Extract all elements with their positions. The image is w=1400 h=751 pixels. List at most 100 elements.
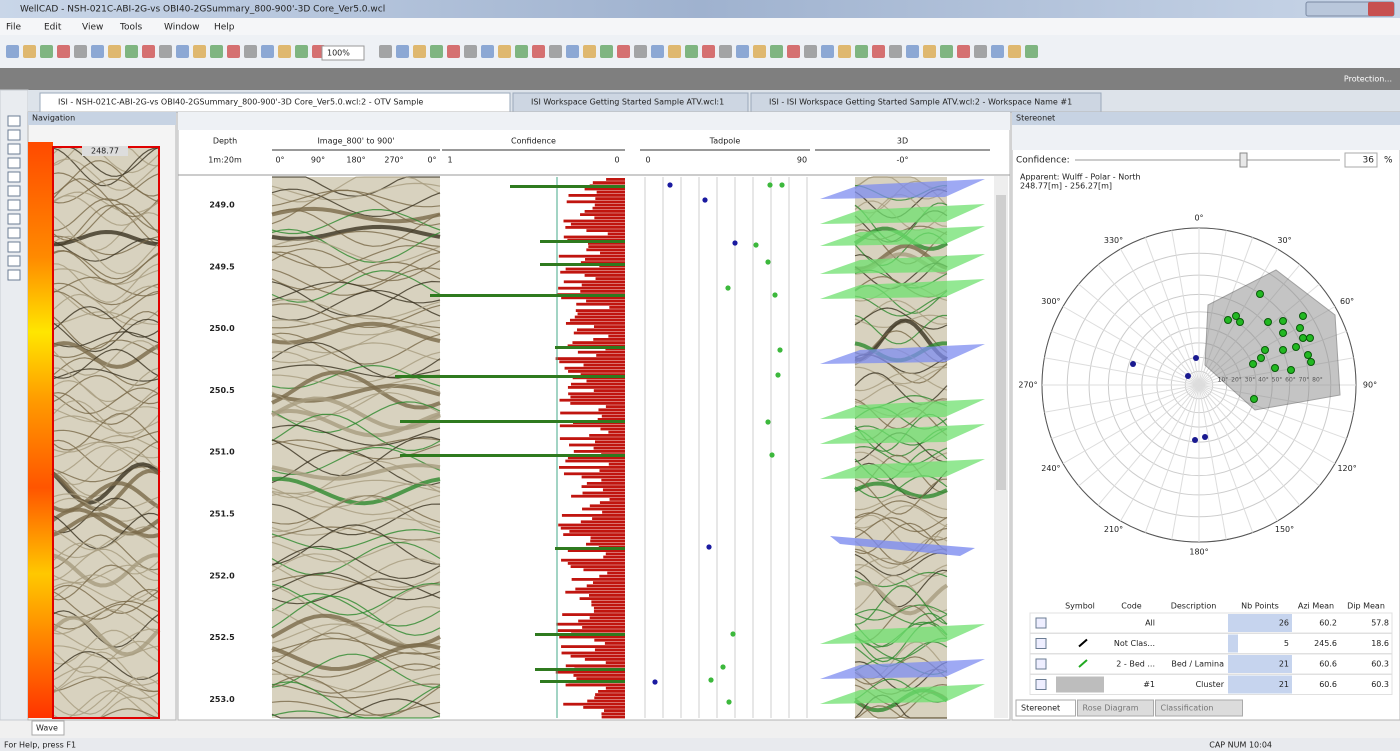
tool-button[interactable] [923,45,936,58]
panel-tab[interactable] [1077,699,1154,717]
tool-button[interactable] [261,45,274,58]
tool-button[interactable] [651,45,664,58]
pole-point[interactable] [1261,346,1269,354]
pole-point[interactable] [1292,343,1300,351]
pole-point[interactable] [1236,318,1244,326]
tool-button[interactable] [855,45,868,58]
tool-button[interactable] [787,45,800,58]
menu-item[interactable]: Edit [44,23,62,33]
tool-button[interactable] [447,45,460,58]
tool-button[interactable] [685,45,698,58]
tool-button[interactable] [1008,45,1021,58]
pole-point[interactable] [1306,334,1314,342]
tool-button[interactable] [974,45,987,58]
tool-button[interactable] [940,45,953,58]
tool-button[interactable] [7,143,21,155]
tool-button[interactable] [159,45,172,58]
tool-button[interactable] [957,45,970,58]
scroll-thumb[interactable] [996,195,1006,490]
tool-button[interactable] [736,45,749,58]
tool-button[interactable] [464,45,477,58]
pole-point[interactable] [1185,373,1191,379]
panel-tab[interactable] [1155,699,1243,717]
tool-button[interactable] [7,213,21,225]
pole-point[interactable] [1271,364,1279,372]
menu-item[interactable]: Tools [119,23,142,33]
tool-button[interactable] [668,45,681,58]
tool-button[interactable] [413,45,426,58]
pole-point[interactable] [1202,434,1208,440]
pole-point[interactable] [1264,318,1272,326]
tool-button[interactable] [991,45,1004,58]
tool-button[interactable] [244,45,257,58]
tool-button[interactable] [7,199,21,211]
pole-point[interactable] [1287,366,1295,374]
pole-point[interactable] [1249,360,1257,368]
pole-point[interactable] [1299,312,1307,320]
pole-point[interactable] [1296,324,1304,332]
tool-button[interactable] [7,115,21,127]
tool-button[interactable] [7,157,21,169]
pole-point[interactable] [1279,346,1287,354]
panel-tab[interactable] [1015,699,1076,717]
tool-button[interactable] [396,45,409,58]
row-checkbox[interactable] [1035,658,1047,670]
tool-button[interactable] [515,45,528,58]
tool-button[interactable] [549,45,562,58]
tool-button[interactable] [838,45,851,58]
nav-tab[interactable] [31,720,65,736]
pole-point[interactable] [1256,290,1264,298]
tool-button[interactable] [889,45,902,58]
tool-button[interactable] [7,269,21,281]
pole-point[interactable] [1232,312,1240,320]
tool-button[interactable] [753,45,766,58]
tool-button[interactable] [498,45,511,58]
tool-button[interactable] [906,45,919,58]
cluster-area[interactable] [1204,269,1341,411]
tool-button[interactable] [125,45,138,58]
tool-button[interactable] [7,255,21,267]
tool-button[interactable] [278,45,291,58]
pole-point[interactable] [1279,329,1287,337]
pole-point[interactable] [1193,355,1199,361]
tool-button[interactable] [821,45,834,58]
menu-item[interactable]: View [82,23,103,33]
menu-item[interactable]: Help [214,23,235,33]
zoom-box[interactable] [321,45,365,61]
slider-thumb[interactable] [1239,152,1248,168]
tool-button[interactable] [583,45,596,58]
tool-button[interactable] [379,45,392,58]
row-checkbox[interactable] [1035,638,1047,649]
tool-button[interactable] [7,129,21,141]
pole-point[interactable] [1299,334,1307,342]
tool-button[interactable] [617,45,630,58]
tool-button[interactable] [227,45,240,58]
tool-button[interactable] [600,45,613,58]
tool-button[interactable] [295,45,308,58]
tool-button[interactable] [481,45,494,58]
pole-point[interactable] [1250,395,1258,403]
menu-item[interactable]: File [6,23,22,33]
tool-button[interactable] [6,45,19,58]
tool-button[interactable] [770,45,783,58]
tool-button[interactable] [804,45,817,58]
close-button[interactable] [1368,2,1394,16]
tool-button[interactable] [57,45,70,58]
row-checkbox[interactable] [1035,617,1047,629]
tool-button[interactable] [719,45,732,58]
tool-button[interactable] [40,45,53,58]
tool-button[interactable] [872,45,885,58]
tool-button[interactable] [23,45,36,58]
pole-point[interactable] [1192,437,1198,443]
confidence-input[interactable] [1344,152,1378,168]
tool-button[interactable] [634,45,647,58]
tool-button[interactable] [7,227,21,239]
protection-button[interactable]: Protection... [1344,75,1392,84]
tool-button[interactable] [7,171,21,183]
tool-button[interactable] [7,185,21,197]
tool-button[interactable] [74,45,87,58]
pole-point[interactable] [1304,351,1312,359]
tool-button[interactable] [193,45,206,58]
tool-button[interactable] [566,45,579,58]
tool-button[interactable] [210,45,223,58]
